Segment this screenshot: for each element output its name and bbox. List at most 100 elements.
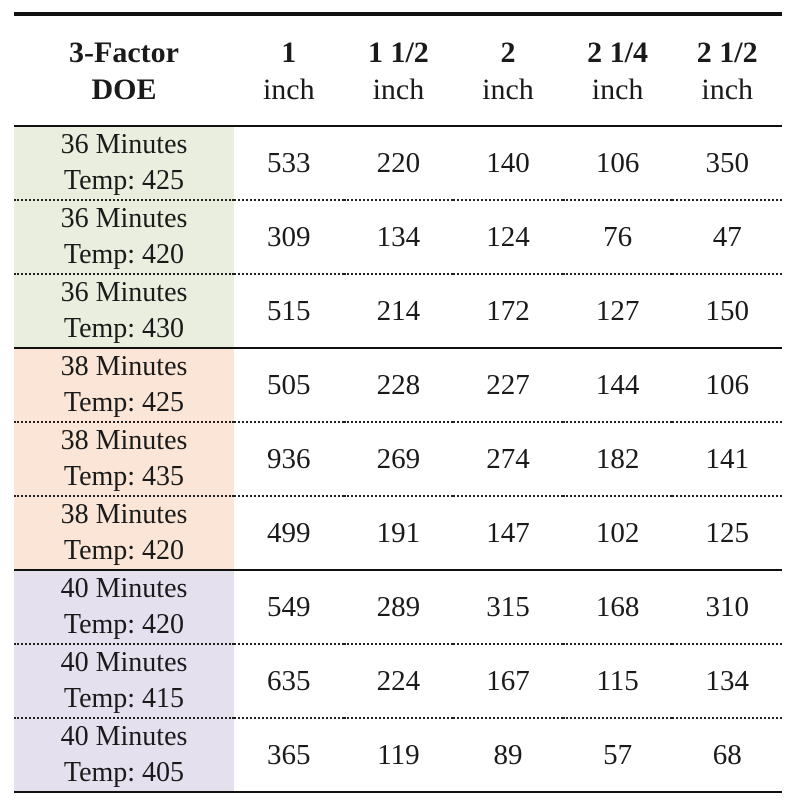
- row-temp: Temp: 420: [63, 239, 185, 270]
- value-cell: 549: [234, 570, 344, 645]
- value-cell: 167: [453, 644, 563, 719]
- value-cell: 144: [562, 348, 673, 423]
- doe-results-table: 3-Factor DOE 1 inch 1 1/2 inch 2 inch 2 …: [14, 12, 782, 793]
- row-temp: Temp: 430: [63, 313, 185, 344]
- row-label-cell: 40 Minutes Temp: 420: [14, 570, 234, 645]
- value-cell: 125: [672, 496, 782, 571]
- column-unit: inch: [482, 72, 534, 106]
- value-cell: 150: [672, 274, 782, 349]
- row-label-cell: 40 Minutes Temp: 405: [14, 718, 234, 793]
- value-cell: 141: [672, 422, 782, 497]
- value-cell: 499: [234, 496, 344, 571]
- row-temp: Temp: 425: [63, 165, 185, 196]
- column-header-4: 2 1/4 inch: [562, 12, 673, 127]
- value-cell: 124: [453, 200, 563, 275]
- corner-header-line1: 3-Factor: [69, 35, 179, 69]
- row-label-cell: 36 Minutes Temp: 425: [14, 126, 234, 201]
- value-cell: 106: [672, 348, 782, 423]
- value-cell: 269: [343, 422, 454, 497]
- row-label-cell: 36 Minutes Temp: 430: [14, 274, 234, 349]
- table-row: 40 Minutes Temp: 420 549 289 315 168 310: [14, 570, 782, 645]
- table-header: 3-Factor DOE 1 inch 1 1/2 inch 2 inch 2 …: [14, 12, 782, 127]
- column-size: 2: [500, 35, 516, 69]
- row-time: 38 Minutes: [60, 425, 188, 456]
- row-temp: Temp: 435: [63, 461, 185, 492]
- column-size: 1: [281, 35, 297, 69]
- value-cell: 76: [562, 200, 673, 275]
- value-cell: 224: [343, 644, 454, 719]
- row-label-cell: 38 Minutes Temp: 425: [14, 348, 234, 423]
- corner-header-line2: DOE: [91, 72, 157, 106]
- column-size: 2 1/4: [587, 35, 648, 69]
- column-header-2: 1 1/2 inch: [343, 12, 454, 127]
- value-cell: 289: [343, 570, 454, 645]
- column-unit: inch: [262, 72, 315, 106]
- value-cell: 119: [343, 718, 454, 793]
- value-cell: 350: [672, 126, 782, 201]
- row-time: 36 Minutes: [60, 203, 188, 234]
- value-cell: 102: [562, 496, 673, 571]
- row-time: 40 Minutes: [60, 647, 188, 678]
- value-cell: 191: [343, 496, 454, 571]
- value-cell: 310: [672, 570, 782, 645]
- table-row: 40 Minutes Temp: 415 635 224 167 115 134: [14, 644, 782, 719]
- table-row: 38 Minutes Temp: 420 499 191 147 102 125: [14, 496, 782, 571]
- column-unit: inch: [591, 72, 644, 106]
- row-time: 36 Minutes: [60, 129, 188, 160]
- value-cell: 106: [562, 126, 673, 201]
- table-row: 36 Minutes Temp: 425 533 220 140 106 350: [14, 126, 782, 201]
- value-cell: 68: [672, 718, 782, 793]
- row-temp: Temp: 415: [63, 683, 185, 714]
- column-size: 1 1/2: [367, 35, 429, 69]
- value-cell: 47: [672, 200, 782, 275]
- value-cell: 214: [343, 274, 454, 349]
- value-cell: 315: [453, 570, 563, 645]
- table-row: 38 Minutes Temp: 435 936 269 274 182 141: [14, 422, 782, 497]
- row-temp: Temp: 420: [63, 535, 185, 566]
- value-cell: 89: [453, 718, 563, 793]
- value-cell: 168: [562, 570, 673, 645]
- column-header-1: 1 inch: [234, 12, 344, 127]
- row-temp: Temp: 405: [63, 757, 185, 788]
- value-cell: 228: [343, 348, 454, 423]
- row-time: 38 Minutes: [60, 499, 188, 530]
- value-cell: 220: [343, 126, 454, 201]
- value-cell: 182: [562, 422, 673, 497]
- value-cell: 172: [453, 274, 563, 349]
- row-label-cell: 38 Minutes Temp: 435: [14, 422, 234, 497]
- value-cell: 635: [234, 644, 344, 719]
- value-cell: 274: [453, 422, 563, 497]
- row-temp: Temp: 425: [63, 387, 185, 418]
- row-temp: Temp: 420: [63, 609, 185, 640]
- table-row: 40 Minutes Temp: 405 365 119 89 57 68: [14, 718, 782, 793]
- value-cell: 533: [234, 126, 344, 201]
- row-time: 38 Minutes: [60, 351, 188, 382]
- header-row: 3-Factor DOE 1 inch 1 1/2 inch 2 inch 2 …: [14, 12, 782, 127]
- corner-header: 3-Factor DOE: [14, 12, 234, 127]
- value-cell: 115: [562, 644, 673, 719]
- row-time: 40 Minutes: [60, 573, 188, 604]
- column-header-5: 2 1/2 inch: [672, 12, 782, 127]
- row-label-cell: 36 Minutes Temp: 420: [14, 200, 234, 275]
- column-size: 2 1/2: [696, 35, 758, 69]
- value-cell: 505: [234, 348, 344, 423]
- row-label-cell: 38 Minutes Temp: 420: [14, 496, 234, 571]
- row-label-cell: 40 Minutes Temp: 415: [14, 644, 234, 719]
- column-unit: inch: [701, 72, 754, 106]
- value-cell: 57: [562, 718, 673, 793]
- table-row: 38 Minutes Temp: 425 505 228 227 144 106: [14, 348, 782, 423]
- value-cell: 227: [453, 348, 563, 423]
- value-cell: 365: [234, 718, 344, 793]
- value-cell: 515: [234, 274, 344, 349]
- table-body: 36 Minutes Temp: 425 533 220 140 106 350…: [14, 126, 782, 793]
- row-time: 36 Minutes: [60, 277, 188, 308]
- value-cell: 134: [343, 200, 454, 275]
- value-cell: 936: [234, 422, 344, 497]
- value-cell: 134: [672, 644, 782, 719]
- value-cell: 127: [562, 274, 673, 349]
- value-cell: 147: [453, 496, 563, 571]
- column-unit: inch: [372, 72, 425, 106]
- column-header-3: 2 inch: [453, 12, 563, 127]
- value-cell: 309: [234, 200, 344, 275]
- table-row: 36 Minutes Temp: 420 309 134 124 76 47: [14, 200, 782, 275]
